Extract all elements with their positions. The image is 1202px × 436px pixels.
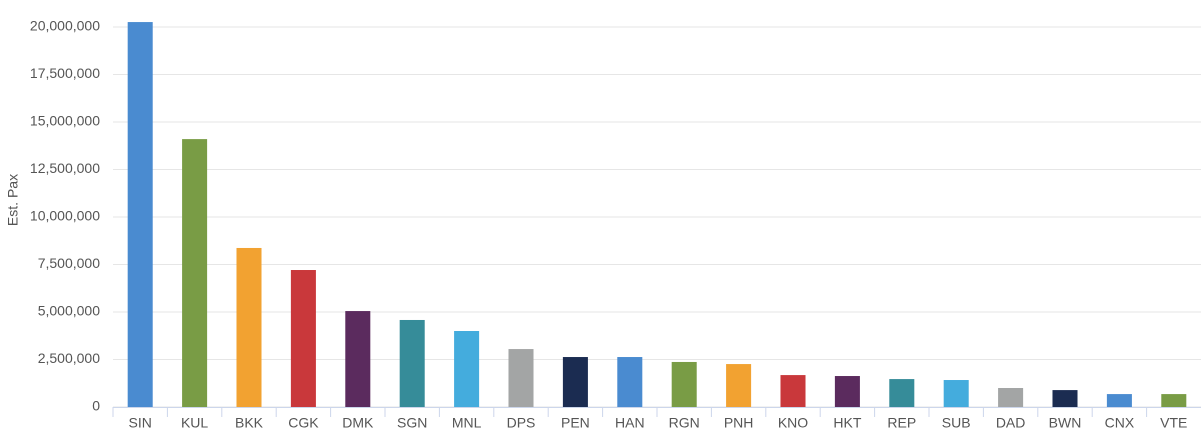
x-tick-label: CNX (1105, 415, 1135, 431)
x-tick-label: SGN (397, 415, 427, 431)
x-tick-label: SIN (129, 415, 152, 431)
x-tick-label: BKK (235, 415, 264, 431)
x-tick-label: HKT (833, 415, 861, 431)
x-tick-label: BWN (1049, 415, 1082, 431)
x-tick-label: MNL (452, 415, 482, 431)
y-tick-label: 2,500,000 (38, 350, 100, 366)
y-tick-label: 20,000,000 (30, 18, 100, 34)
bar (182, 139, 208, 407)
x-tick-label: HAN (615, 415, 645, 431)
x-tick-label: KUL (181, 415, 208, 431)
x-tick-label: DAD (996, 415, 1026, 431)
x-tick-label: RGN (669, 415, 700, 431)
bar (454, 331, 480, 407)
bar (1106, 394, 1132, 407)
y-tick-label: 15,000,000 (30, 113, 100, 129)
bar (562, 357, 588, 407)
bar (508, 349, 534, 407)
bar (726, 364, 752, 407)
x-tick-label: SUB (942, 415, 971, 431)
x-tick-label: VTE (1160, 415, 1187, 431)
y-tick-label: 10,000,000 (30, 208, 100, 224)
y-tick-label: 5,000,000 (38, 303, 100, 319)
x-tick-label: PNH (724, 415, 754, 431)
bar (834, 376, 860, 407)
bar (671, 361, 697, 407)
x-tick-label: KNO (778, 415, 808, 431)
bar (1052, 390, 1078, 407)
bar (236, 247, 262, 407)
bar (399, 319, 425, 407)
x-tick-label: DPS (507, 415, 536, 431)
bar (617, 357, 643, 407)
bar (998, 388, 1024, 407)
x-tick-label: DMK (342, 415, 374, 431)
bar (290, 270, 316, 407)
bar (943, 380, 969, 407)
bar (345, 311, 371, 407)
x-tick-label: REP (887, 415, 916, 431)
y-tick-label: 12,500,000 (30, 160, 100, 176)
x-tick-label: CGK (288, 415, 319, 431)
bar (889, 379, 915, 407)
y-tick-label: 17,500,000 (30, 65, 100, 81)
y-tick-label: 0 (92, 398, 100, 414)
x-tick-label: PEN (561, 415, 590, 431)
y-axis-label: Est. Pax (5, 174, 21, 226)
bar (780, 375, 806, 407)
bar (1161, 394, 1187, 407)
bar (127, 22, 153, 408)
y-tick-label: 7,500,000 (38, 255, 100, 271)
